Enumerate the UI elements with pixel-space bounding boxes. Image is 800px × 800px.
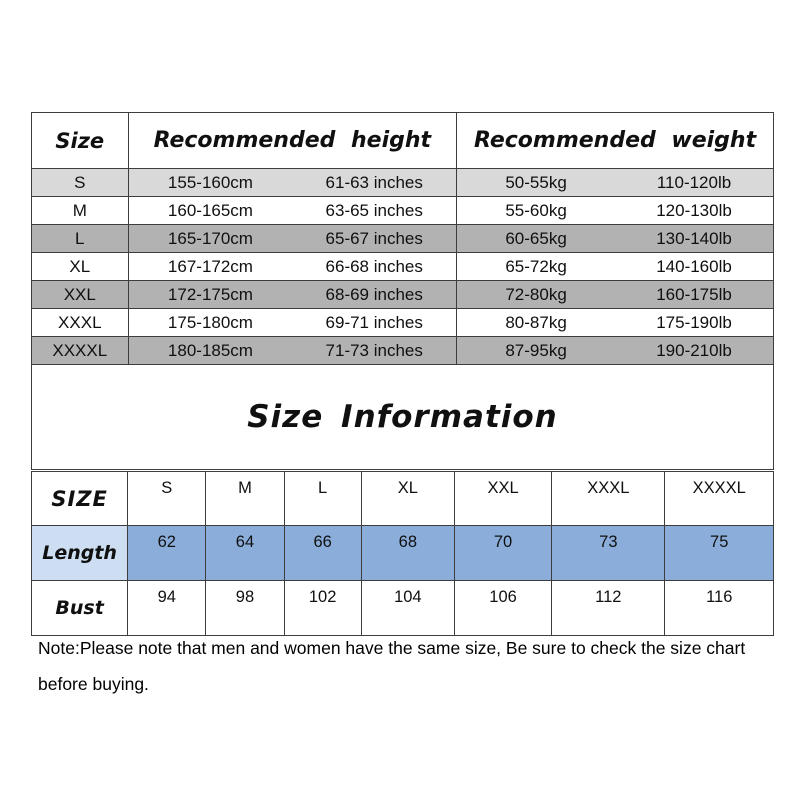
weight-lb-cell: 110-120lb bbox=[656, 172, 732, 192]
length-row-label: Length bbox=[32, 526, 129, 580]
bust-row-label: Bust bbox=[32, 581, 129, 635]
weight-kg-cell: 65-72kg bbox=[505, 256, 567, 276]
size-header-s: S bbox=[128, 472, 207, 525]
bust-value: 102 bbox=[284, 581, 362, 635]
size-header-xxxxl: XXXXL bbox=[692, 479, 746, 497]
height-inches-cell: 68-69 inches bbox=[325, 284, 423, 304]
bust-value: 94 bbox=[128, 581, 207, 635]
size-row-xxxl: XXXL 175-180cm 69-71 inches 80-87kg 175-… bbox=[32, 309, 773, 337]
size-header-xxxl: XXXL bbox=[552, 472, 666, 525]
weight-kg-cell: 87-95kg bbox=[505, 340, 567, 360]
size-row-l: L 165-170cm 65-67 inches 60-65kg 130-140… bbox=[32, 225, 773, 253]
size-row-xxl: XXL 172-175cm 68-69 inches 72-80kg 160-1… bbox=[32, 281, 773, 309]
size-column-header: Size bbox=[32, 113, 129, 168]
weight-kg-cell: 50-55kg bbox=[505, 172, 567, 192]
bust-value: 98 bbox=[206, 581, 285, 635]
size-row-xxxxl: XXXXL 180-185cm 71-73 inches 87-95kg 190… bbox=[32, 337, 773, 364]
height-cm-cell: 167-172cm bbox=[167, 256, 253, 276]
size-cell: M bbox=[32, 197, 129, 224]
size-header-xxl: XXL bbox=[455, 472, 553, 525]
height-inches-cell: 65-67 inches bbox=[325, 228, 423, 248]
measurements-header-row: SIZE S M L XL XXL XXXL XXXXL bbox=[32, 472, 773, 526]
size-table-header-row: Size Recommended height Recommended weig… bbox=[32, 113, 773, 169]
length-value: 75 bbox=[665, 526, 773, 580]
size-header-xl: XL bbox=[362, 472, 455, 525]
size-row-s: S 155-160cm 61-63 inches 50-55kg 110-120… bbox=[32, 169, 773, 197]
page-title: Size Information bbox=[247, 399, 558, 435]
size-cell: XXXXL bbox=[32, 337, 129, 364]
size-corner-header: SIZE bbox=[32, 472, 129, 525]
bust-value: 104 bbox=[361, 581, 455, 635]
size-row-m: M 160-165cm 63-65 inches 55-60kg 120-130… bbox=[32, 197, 773, 225]
weight-lb-cell: 160-175lb bbox=[656, 284, 732, 304]
height-inches-cell: 66-68 inches bbox=[325, 256, 423, 276]
size-header-l: L bbox=[285, 472, 362, 525]
size-cell: XXXL bbox=[32, 309, 129, 336]
weight-kg-cell: 80-87kg bbox=[505, 312, 567, 332]
weight-lb-cell: 175-190lb bbox=[656, 312, 732, 332]
title-section: Size Information bbox=[31, 365, 774, 470]
size-cell: XL bbox=[32, 253, 129, 280]
length-value: 70 bbox=[454, 526, 553, 580]
height-inches-cell: 69-71 inches bbox=[325, 312, 423, 332]
size-note-text: Note:Please note that men and women have… bbox=[38, 638, 746, 694]
height-cm-cell: 180-185cm bbox=[167, 340, 253, 360]
weight-kg-cell: 55-60kg bbox=[505, 200, 567, 220]
height-column-header: Recommended height bbox=[129, 113, 458, 168]
weight-lb-cell: 130-140lb bbox=[656, 228, 732, 248]
weight-kg-cell: 60-65kg bbox=[505, 228, 567, 248]
height-inches-cell: 63-65 inches bbox=[325, 200, 423, 220]
size-cell: L bbox=[32, 225, 129, 252]
weight-lb-cell: 120-130lb bbox=[656, 200, 732, 220]
length-row: Length 62 64 66 68 70 73 75 bbox=[32, 526, 773, 581]
bust-value: 112 bbox=[552, 581, 666, 635]
height-cm-cell: 155-160cm bbox=[167, 172, 253, 192]
height-cm-cell: 165-170cm bbox=[167, 228, 253, 248]
weight-kg-cell: 72-80kg bbox=[505, 284, 567, 304]
length-value: 62 bbox=[128, 526, 207, 580]
size-recommendation-table: Size Recommended height Recommended weig… bbox=[31, 112, 774, 365]
height-cm-cell: 172-175cm bbox=[167, 284, 253, 304]
height-cm-cell: 160-165cm bbox=[167, 200, 253, 220]
height-inches-cell: 71-73 inches bbox=[325, 340, 423, 360]
weight-lb-cell: 140-160lb bbox=[656, 256, 732, 276]
size-header-m: M bbox=[206, 472, 285, 525]
length-value: 68 bbox=[361, 526, 455, 580]
measurements-table: SIZE S M L XL XXL XXXL XXXXL Length 62 6… bbox=[31, 471, 774, 636]
length-value: 64 bbox=[206, 526, 285, 580]
weight-column-header: Recommended weight bbox=[473, 128, 757, 153]
bust-value: 106 bbox=[454, 581, 553, 635]
weight-lb-cell: 190-210lb bbox=[656, 340, 732, 360]
height-cm-cell: 175-180cm bbox=[167, 312, 253, 332]
size-cell: XXL bbox=[32, 281, 129, 308]
length-value: 66 bbox=[284, 526, 362, 580]
size-row-xl: XL 167-172cm 66-68 inches 65-72kg 140-16… bbox=[32, 253, 773, 281]
length-value: 73 bbox=[552, 526, 666, 580]
height-inches-cell: 61-63 inches bbox=[325, 172, 423, 192]
bust-value: 116 bbox=[665, 581, 773, 635]
size-cell: S bbox=[32, 169, 129, 196]
bust-row: Bust 94 98 102 104 106 112 116 bbox=[32, 581, 773, 635]
